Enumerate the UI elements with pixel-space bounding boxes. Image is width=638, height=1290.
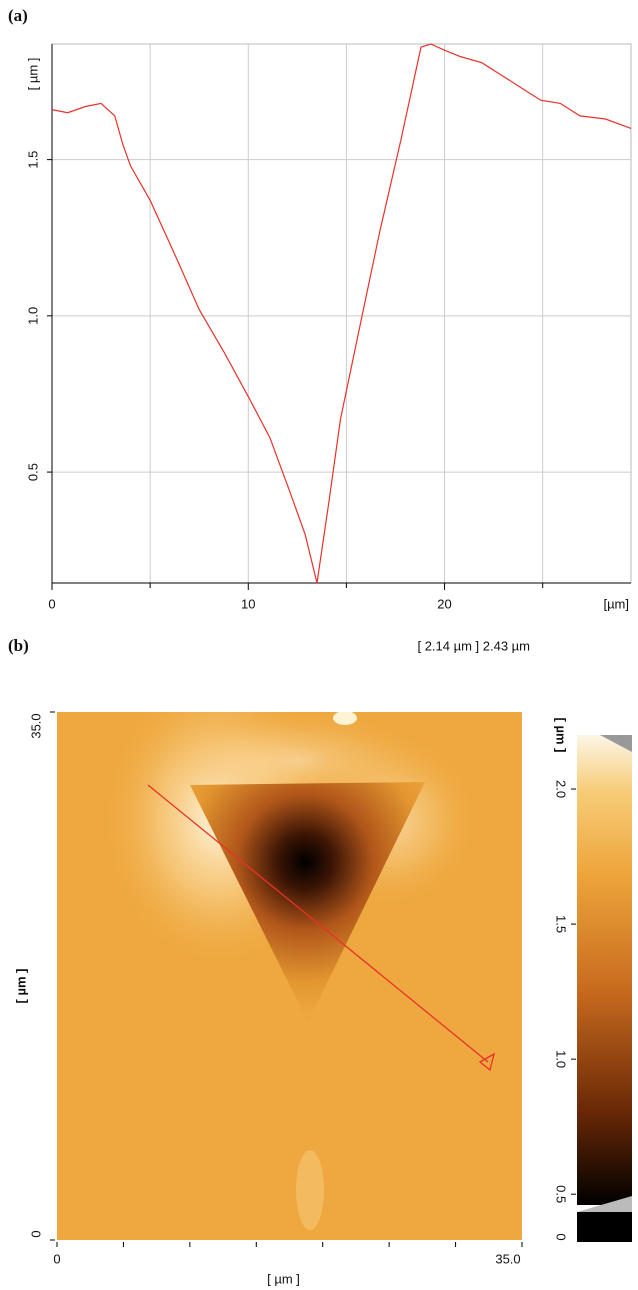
y-tick-label: 0 [28, 1230, 43, 1237]
colorbar-label: [ µm ] [554, 718, 569, 753]
colorbar-tick-label: 2.0 [554, 780, 569, 798]
x-tick-label: 20 [437, 596, 451, 611]
y-axis-label: [ µm ] [13, 969, 28, 1004]
afm-image [57, 712, 522, 1240]
y-tick-label: 35.0 [28, 713, 43, 738]
colorbar-tick-label: 1.5 [554, 915, 569, 933]
x-tick-label: 0 [53, 1251, 60, 1266]
x-tick-label: 0 [48, 596, 55, 611]
colorbar-tick-label: 1.0 [554, 1050, 569, 1068]
y-axis-label: [ µm ] [25, 58, 40, 91]
plot-frame [51, 43, 632, 584]
colorbar-marker [577, 1196, 632, 1212]
profile-line [51, 43, 632, 584]
x-tick-label: 10 [241, 596, 255, 611]
x-axis-label: [ µm ] [267, 1271, 300, 1286]
y-tick-label: 0.5 [25, 463, 40, 481]
colorbar-marker [600, 735, 632, 752]
panel-label: (b) [8, 636, 29, 655]
x-tick-label: 35.0 [495, 1251, 520, 1266]
panel-label: (a) [8, 6, 28, 25]
colorbar-floor [577, 1212, 632, 1242]
x-axis-label: [µm] [603, 596, 629, 611]
colorbar-tick-label: 0.5 [554, 1185, 569, 1203]
colorbar-min-label: 0 [554, 1233, 569, 1240]
colorbar [577, 735, 632, 1205]
y-tick-label: 1.5 [25, 151, 40, 169]
annotation: [ 2.14 µm ] 2.43 µm [417, 638, 530, 653]
y-tick-label: 1.0 [25, 307, 40, 325]
